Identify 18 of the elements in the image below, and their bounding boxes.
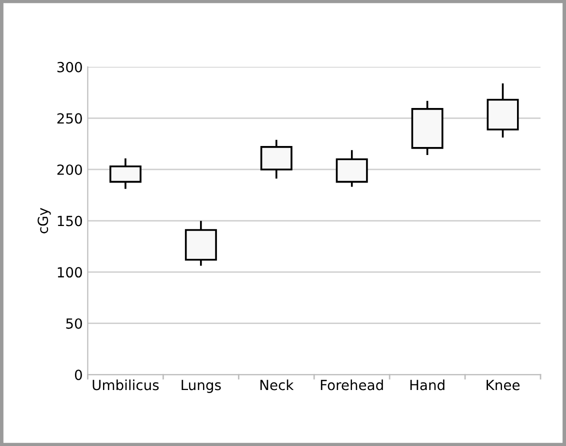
x-tick-label: Forehead <box>320 380 383 390</box>
candlestick <box>184 220 217 266</box>
x-tick-label: Umbilicus <box>92 380 159 390</box>
candlestick <box>336 150 368 187</box>
x-tick-label: Lungs <box>182 380 221 393</box>
y-tick-label: 150 <box>58 216 82 226</box>
candlestick <box>109 158 142 189</box>
y-tick-label: 0 <box>74 370 82 380</box>
y-tick-label: 100 <box>58 267 82 278</box>
y-tick-label: 50 <box>66 318 82 329</box>
x-tick-label: Knee <box>486 380 520 390</box>
y-tick-label: 250 <box>57 113 82 124</box>
x-tick-label: Neck <box>260 380 294 390</box>
x-tick-label: Hand <box>410 380 444 390</box>
y-tick-label: 300 <box>57 62 82 72</box>
y-axis-title: cGy <box>38 208 51 234</box>
y-tick-label: 200 <box>57 164 82 175</box>
candlestick <box>260 140 292 179</box>
